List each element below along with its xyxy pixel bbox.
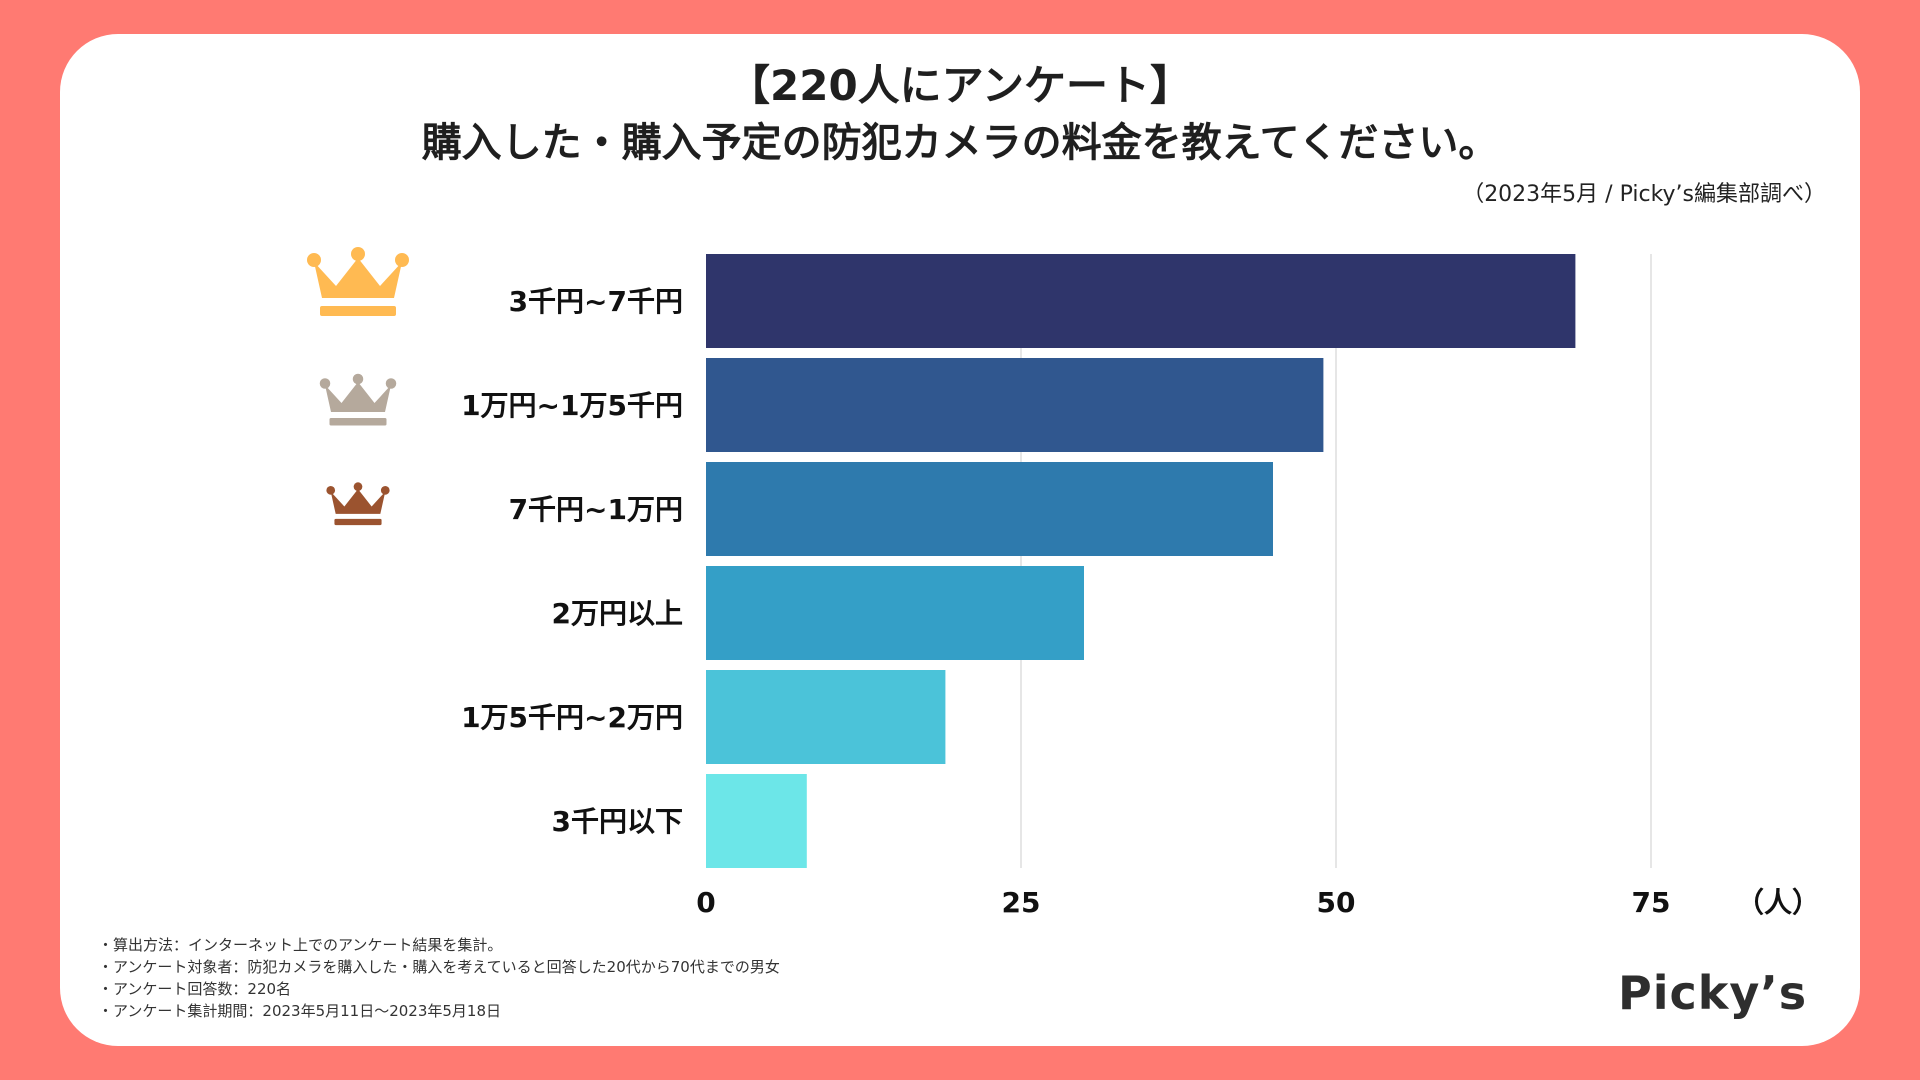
note-line: ・算出方法：インターネット上でのアンケート結果を集計。 <box>98 936 503 954</box>
gold-crown-icon-part <box>307 253 321 267</box>
gold-crown-icon-part <box>395 253 409 267</box>
x-tick-label: 25 <box>1002 886 1041 919</box>
bar <box>706 566 1084 660</box>
gold-crown-icon-part <box>314 258 402 298</box>
bronze-crown-icon-part <box>326 486 336 495</box>
survey-source: （2023年5月 / Picky’s編集部調べ） <box>1462 182 1826 207</box>
note-line: ・アンケート集計期間：2023年5月11日〜2023年5月18日 <box>98 1002 502 1020</box>
bronze-crown-icon <box>326 482 390 526</box>
silver-crown-icon-part <box>385 378 397 389</box>
bar <box>706 358 1324 452</box>
x-tick-label: 50 <box>1317 886 1356 919</box>
bar <box>706 670 946 764</box>
silver-crown-icon-part <box>319 378 331 389</box>
category-label: 3千円~7千円 <box>509 285 683 318</box>
x-tick-label: 75 <box>1632 886 1671 919</box>
gold-crown-icon-part <box>351 247 365 261</box>
note-line: ・アンケート対象者：防犯カメラを購入した・購入を考えていると回答した20代から7… <box>98 958 780 976</box>
silver-crown-icon-part <box>329 418 387 426</box>
chart-title-line1: 【220人にアンケート】 <box>728 61 1192 110</box>
category-label: 1万円~1万5千円 <box>461 389 683 422</box>
silver-crown-icon-part <box>325 382 391 412</box>
silver-crown-icon <box>319 373 397 426</box>
survey-notes: ・算出方法：インターネット上でのアンケート結果を集計。 ・アンケート対象者：防犯… <box>98 934 780 1022</box>
bronze-crown-icon-part <box>330 489 386 514</box>
x-axis-unit-label: （人） <box>1736 886 1820 919</box>
bar <box>706 254 1576 348</box>
bronze-crown-icon-part <box>334 518 382 526</box>
bar <box>706 774 807 868</box>
category-label: 1万5千円~2万円 <box>461 701 683 734</box>
note-line: ・アンケート回答数：220名 <box>98 980 292 998</box>
bronze-crown-icon-part <box>380 486 390 495</box>
bar <box>706 462 1273 556</box>
x-tick-label: 0 <box>696 886 715 919</box>
silver-crown-icon-part <box>352 373 364 385</box>
bronze-crown-icon-part <box>353 482 363 491</box>
picky-s-logo: Picky’s <box>1618 966 1808 1020</box>
category-label: 7千円~1万円 <box>509 493 683 526</box>
gold-crown-icon-part <box>320 306 396 316</box>
category-label: 3千円以下 <box>552 805 683 838</box>
gold-crown-icon <box>307 247 409 316</box>
chart-title-line2: 購入した・購入予定の防犯カメラの料金を教えてください。 <box>421 120 1499 166</box>
category-label: 2万円以上 <box>552 597 683 630</box>
